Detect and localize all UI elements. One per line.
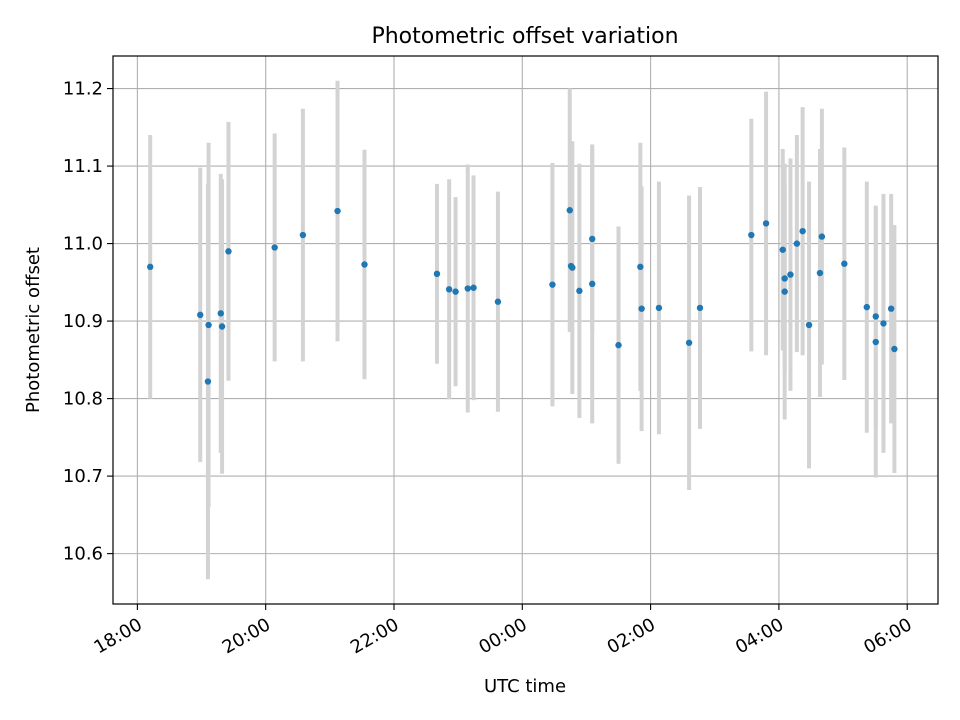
- y-tick-label: 10.8: [63, 389, 103, 410]
- data-point: [685, 339, 693, 346]
- data-points: [147, 207, 898, 385]
- data-point: [781, 288, 788, 295]
- data-point: [863, 303, 870, 311]
- data-point: [452, 288, 459, 295]
- data-point: [887, 305, 895, 312]
- y-tick-label: 10.6: [63, 544, 103, 565]
- data-point: [748, 231, 755, 239]
- data-point: [589, 280, 596, 288]
- data-point: [494, 298, 502, 305]
- data-point: [841, 260, 848, 267]
- y-tick-label: 11.2: [63, 79, 103, 100]
- data-point: [637, 263, 644, 271]
- y-tick-label: 11.1: [63, 156, 103, 177]
- data-point: [615, 341, 622, 349]
- data-point: [569, 264, 576, 271]
- data-point: [218, 323, 226, 330]
- data-point: [549, 281, 556, 288]
- data-point: [779, 246, 786, 253]
- data-point: [793, 240, 801, 247]
- data-point: [204, 378, 212, 385]
- y-axis-label: Photometric offset: [23, 247, 44, 413]
- data-point: [762, 220, 770, 227]
- data-point: [576, 287, 583, 295]
- data-point: [147, 263, 154, 271]
- data-point: [334, 207, 341, 215]
- data-point: [589, 235, 596, 243]
- data-point: [880, 320, 887, 327]
- chart-title: Photometric offset variation: [371, 24, 678, 49]
- data-point: [872, 338, 879, 346]
- gridlines: [113, 56, 938, 604]
- data-point: [197, 311, 204, 319]
- data-point: [470, 284, 477, 291]
- data-point: [805, 321, 813, 329]
- data-point: [299, 231, 307, 239]
- data-point: [361, 261, 368, 268]
- data-point: [433, 270, 441, 278]
- data-point: [225, 248, 232, 255]
- data-point: [696, 304, 704, 312]
- data-point: [781, 275, 788, 282]
- data-point: [787, 271, 794, 278]
- y-tick-label: 10.7: [63, 466, 103, 487]
- data-point: [638, 305, 645, 312]
- data-point: [205, 321, 212, 329]
- y-tick-label: 11.0: [63, 234, 103, 255]
- plot-frame: [112, 55, 939, 605]
- data-point: [816, 269, 824, 277]
- data-point: [566, 207, 573, 214]
- data-point: [655, 304, 663, 312]
- x-axis-label: UTC time: [484, 676, 566, 697]
- data-point: [271, 244, 278, 251]
- data-point: [891, 345, 898, 353]
- data-point: [799, 227, 806, 235]
- data-point: [872, 313, 879, 320]
- data-point: [818, 233, 826, 240]
- data-point: [464, 285, 471, 292]
- y-axis-ticks: 10.6 10.7 10.8 10.9 11.0 11.1 11.2: [63, 79, 113, 565]
- data-point: [445, 286, 453, 293]
- data-point: [217, 310, 224, 317]
- y-tick-label: 10.9: [63, 311, 103, 332]
